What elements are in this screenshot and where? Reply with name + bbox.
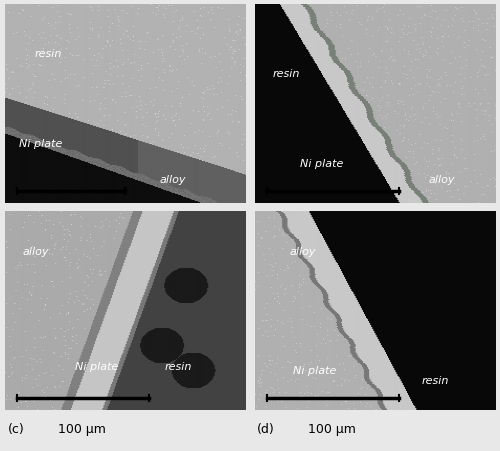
Text: Ni plate: Ni plate	[74, 362, 118, 372]
Text: alloy: alloy	[160, 175, 186, 184]
Text: Ni plate: Ni plate	[300, 159, 344, 169]
Text: alloy: alloy	[23, 246, 50, 256]
Text: Ni plate: Ni plate	[293, 366, 337, 376]
Text: 100 μm: 100 μm	[58, 422, 106, 435]
Text: Ni plate: Ni plate	[20, 139, 62, 149]
Text: resin: resin	[422, 376, 448, 386]
Text: 100 μm: 100 μm	[308, 422, 356, 435]
Text: 50 μm: 50 μm	[58, 216, 98, 228]
Text: resin: resin	[272, 69, 299, 79]
Text: 100 μm: 100 μm	[308, 216, 356, 228]
Text: resin: resin	[164, 362, 192, 372]
Text: alloy: alloy	[429, 175, 456, 184]
Text: (a): (a)	[8, 216, 25, 228]
Text: (c): (c)	[8, 422, 24, 435]
Text: (b): (b)	[257, 216, 275, 228]
Text: alloy: alloy	[290, 246, 316, 256]
Text: (d): (d)	[257, 422, 275, 435]
Text: resin: resin	[34, 49, 62, 59]
